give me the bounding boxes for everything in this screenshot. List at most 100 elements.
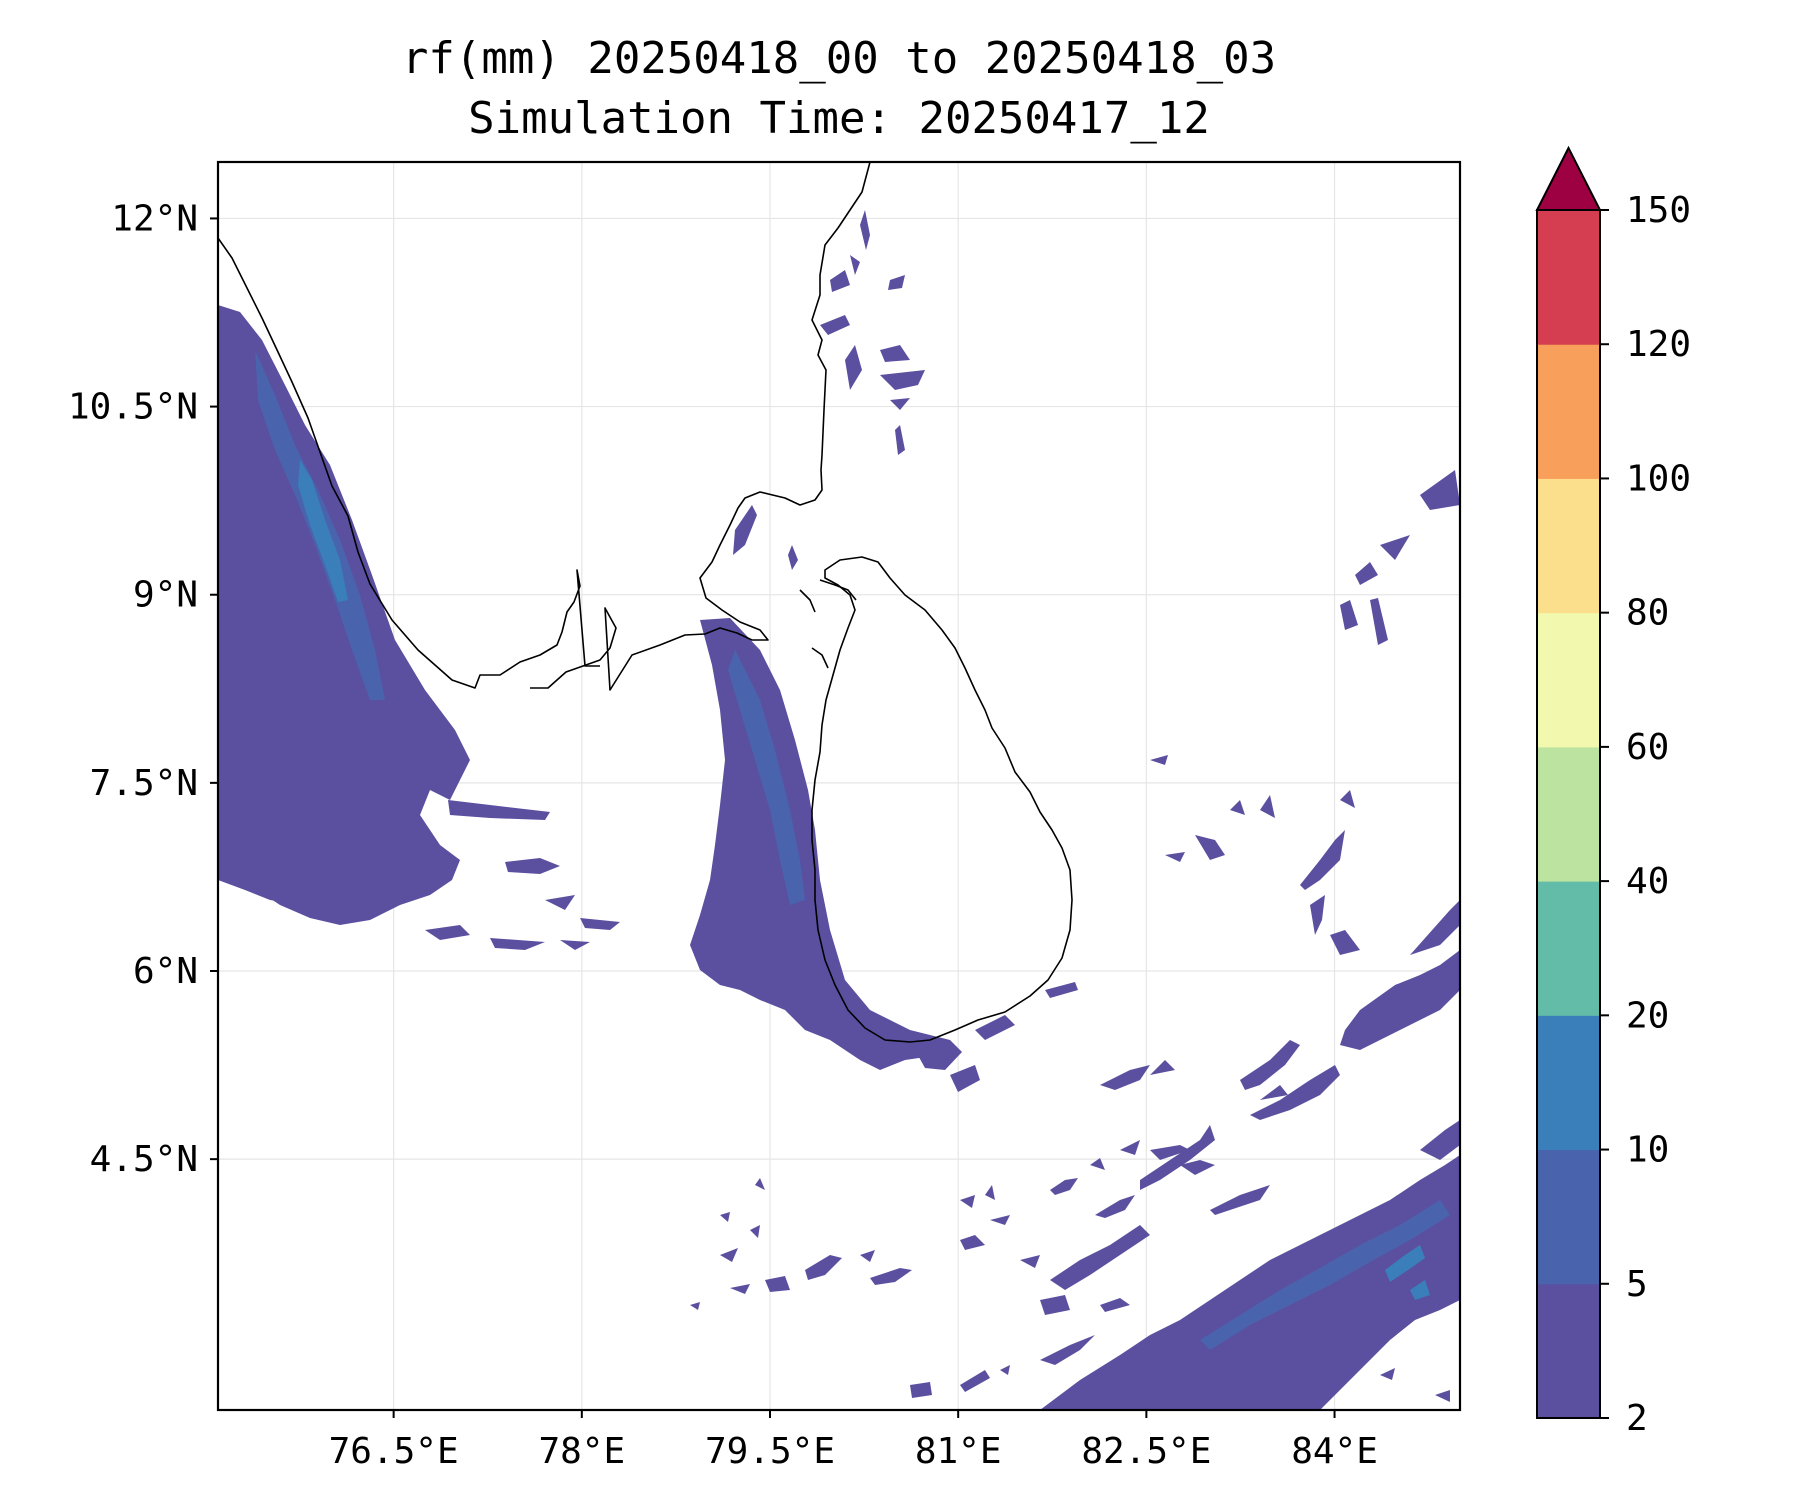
x-tick-label-0: 76.5°E	[329, 1431, 459, 1472]
colorbar-extend-arrow	[1535, 145, 1602, 211]
rain-area-southeast-band-19	[1040, 1295, 1070, 1315]
rain-area-southeast-band-1	[1340, 950, 1460, 1050]
colorbar-ticks: 2 5 10 20 40 60 80 100 120 150	[1600, 190, 1691, 1439]
chart-subtitle: Simulation Time: 20250417_12	[468, 93, 1210, 144]
colorbar-tick-label-0: 2	[1626, 1398, 1648, 1439]
rain-area-south-central-8	[870, 1268, 912, 1285]
rain-area-west-coast-2	[218, 845, 300, 905]
rain-area-southeast-band-4	[1260, 1085, 1288, 1100]
rain-area-south-central-13	[910, 1382, 932, 1398]
x-tick-label-3: 81°E	[915, 1431, 1002, 1472]
rain-area-southeast-small-3	[1200, 1310, 1220, 1322]
coastline-india-west	[218, 237, 600, 689]
colorbar-tick-label-8: 120	[1626, 324, 1691, 365]
rain-area-southeast-band-8	[1095, 1195, 1135, 1218]
rain-area-south-central-5	[765, 1276, 790, 1292]
rain-area-southeast-band-13	[1180, 1160, 1215, 1175]
rain-area-north-streak-7	[845, 345, 862, 390]
rain-area-north-streak-2	[830, 270, 850, 292]
x-tick-label-1: 78°E	[538, 1431, 625, 1472]
rain-area-southeast-band-14	[1210, 1185, 1270, 1215]
rain-area-south-central-2	[720, 1212, 730, 1222]
rain-area-south-central-9	[730, 1284, 750, 1294]
rain-area-south-central-3	[750, 1225, 760, 1238]
rain-area-lakshadweep-6	[490, 938, 545, 950]
rain-area-east-1	[1420, 470, 1460, 510]
rain-area-south-central-7	[860, 1250, 875, 1262]
rain-area-south-sri-lanka-2	[950, 1065, 980, 1092]
x-tick-label-2: 79.5°E	[705, 1431, 835, 1472]
rain-area-lakshadweep-4	[580, 918, 620, 930]
rain-area-south-central-17	[1435, 1390, 1450, 1402]
rain-area-southeast-band-2	[1240, 1040, 1300, 1090]
rain-area-east-12	[1300, 830, 1345, 890]
rain-area-north-streak-5	[820, 315, 850, 335]
y-tick-label-2: 9°N	[133, 575, 198, 616]
colorbar-tick-label-7: 100	[1626, 458, 1691, 499]
rain-area-east-7	[1195, 835, 1225, 860]
colorbar-segment-6	[1537, 478, 1600, 614]
coastline-jaffna-islands	[799, 579, 857, 669]
rain-area-southeast-band-18	[1020, 1255, 1040, 1268]
rain-area-lakshadweep-5	[425, 925, 470, 940]
rain-area-south-central-4	[720, 1248, 738, 1262]
rain-area-moderate-southeast	[1200, 1200, 1450, 1350]
colorbar-frame	[1536, 209, 1601, 1419]
rain-area-east-5	[1370, 598, 1388, 645]
colorbar-segment-4	[1537, 746, 1600, 882]
y-tick-label-1: 10.5°N	[68, 387, 198, 428]
coastlines	[218, 162, 1073, 1043]
rain-area-southeast-band-20	[1100, 1298, 1130, 1312]
rain-area-east-3	[1355, 562, 1378, 585]
rain-area-east-2	[1380, 535, 1410, 560]
rain-area-southeast-band-5	[1100, 1065, 1150, 1090]
rain-area-north-streak-10	[895, 425, 905, 455]
rain-area-north-streak-4	[888, 275, 905, 290]
map-area	[218, 162, 1460, 1410]
rain-area-south-central-12	[690, 1302, 700, 1310]
rain-area-southeast-band-12	[1150, 1145, 1190, 1160]
rain-area-north-streak-3	[850, 255, 860, 275]
colorbar-tick-label-5: 60	[1626, 727, 1669, 768]
coastline-india-south	[530, 162, 871, 691]
rain-area-southeast-band-16	[960, 1235, 985, 1250]
rain-area-southeast-band-6	[1150, 1060, 1175, 1075]
rain-area-east-6	[1150, 755, 1168, 765]
rainfall-fields-heavy	[298, 460, 1430, 1300]
rain-area-southeast-edge	[1420, 1120, 1460, 1160]
rain-area-south-sri-lanka-4	[1045, 982, 1078, 998]
colorbar-tick-label-9: 150	[1626, 190, 1691, 231]
rain-area-lakshadweep-1	[448, 800, 550, 820]
rain-area-southeast-band-3	[1250, 1065, 1340, 1120]
x-tick-label-4: 82.5°E	[1081, 1431, 1211, 1472]
rain-area-southeast-band-21	[1040, 1335, 1095, 1365]
rain-area-south-central-10	[960, 1195, 975, 1208]
y-tick-label-5: 4.5°N	[90, 1139, 198, 1180]
rain-area-south-central-15	[1000, 1365, 1010, 1375]
rain-area-southeast-small-2	[1375, 1290, 1395, 1300]
colorbar-tick-label-2: 10	[1626, 1130, 1669, 1171]
rain-area-palk-strait-1	[733, 505, 757, 555]
colorbar-tick-label-4: 40	[1626, 861, 1669, 902]
colorbar-segment-3	[1537, 881, 1600, 1016]
rain-area-southeast-band-11	[1120, 1140, 1140, 1155]
rain-area-east-14	[1330, 930, 1360, 955]
rain-area-east-8	[1165, 852, 1185, 862]
colorbar-tick-label-6: 80	[1626, 593, 1669, 634]
colorbar-segment-5	[1537, 612, 1600, 748]
x-tick-label-5: 84°E	[1291, 1431, 1378, 1472]
colorbar-segment-1	[1537, 1149, 1600, 1285]
rain-area-south-sri-lanka-1	[915, 1040, 962, 1070]
rain-area-east-11	[1340, 790, 1355, 808]
rain-area-moderate-gulf	[728, 650, 805, 905]
coastline-sri-lanka	[811, 556, 1073, 1043]
rain-area-southeast-band-10	[1090, 1158, 1105, 1170]
colorbar-tick-label-1: 5	[1626, 1264, 1648, 1305]
colorbar-segment-7	[1537, 344, 1600, 479]
rain-area-lakshadweep-7	[560, 940, 590, 950]
y-tick-label-4: 6°N	[133, 951, 198, 992]
y-tick-label-0: 12°N	[111, 198, 198, 239]
rain-area-southeast-band-7	[1140, 1125, 1215, 1190]
rain-area-heavy-southeast-2	[1410, 1280, 1430, 1300]
